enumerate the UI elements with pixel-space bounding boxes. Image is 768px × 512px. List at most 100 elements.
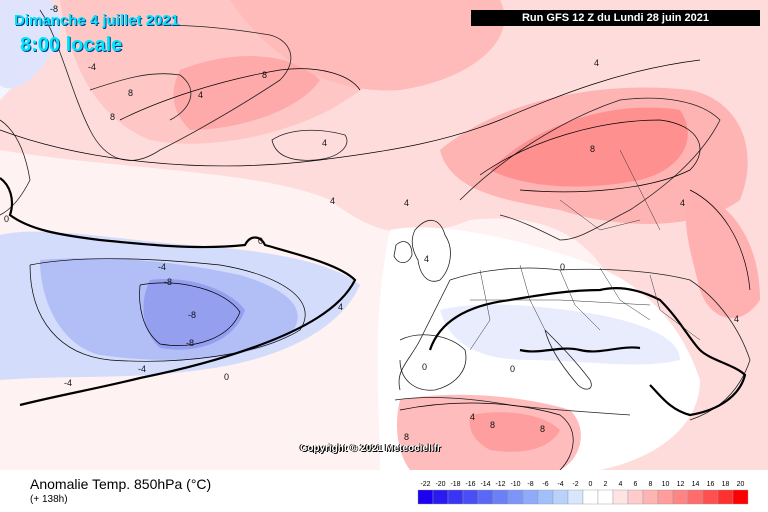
legend-swatch [477,489,494,505]
contour-label: -8 [188,310,196,320]
contour-label: 8 [404,432,409,442]
legend-tick-label: 8 [649,481,653,488]
border-4 [599,267,651,321]
isoline-plus4-north [0,59,701,167]
legend-tick-label: -8 [527,481,533,488]
legend-swatch [582,489,599,505]
legend-ticks: -22 -20 -18 -16 -14 -12 -10 -8 -6 -4 -2 0 2 4 6 8 10 12 14… [420,481,744,488]
legend-swatch [687,489,704,505]
greenland-coast [39,9,292,161]
contour-label: -8 [50,4,58,14]
contour-label: 4 [680,198,685,208]
contour-label: 0 [224,372,229,382]
contour-label: 0 [422,362,427,372]
color-legend: -22 -20 -18 -16 -14 -12 -10 -8 -6 -4 -2 0 2 4 6 8 10 12 14… [417,481,749,505]
legend-tick-label: -16 [465,481,475,488]
alps-zero-contour [519,346,641,353]
legend-swatch [717,489,734,505]
legend-swatch [492,489,509,505]
forecast-time: 8:00 locale [20,34,123,56]
legend-swatch [657,489,674,505]
model-run-label: Run GFS 12 Z du Lundi 28 juin 2021 [471,10,760,26]
contour-label: 4 [594,58,599,68]
iceland-coast [271,129,348,161]
legend-tick-label: -10 [510,481,520,488]
border-3 [559,269,601,331]
contour-label-layer: -8 -4 8 4 4 8 8 -8 -8 -8 -4 -4 -4 0 0 0 … [4,4,739,442]
iberia-coast [399,334,467,391]
isoline-plus4-africa [399,402,574,470]
anomaly-map: -8 -4 8 4 4 8 8 -8 -8 -8 -4 -4 -4 0 0 0 … [0,0,768,470]
copyright-text: Copyright © 2021 Meteociel.fr [300,443,441,454]
legend-tick-label: 2 [604,481,608,488]
isoline-plus8-greenland [119,68,361,121]
legend-swatch [567,489,584,505]
legend-tick-label: 18 [722,481,730,488]
legend-swatch [627,489,644,505]
legend-swatch [597,489,614,505]
legend-swatch [732,489,749,505]
warm-core-scandinavia [490,107,688,187]
cool-zone-arctic [0,0,61,89]
legend-tick-label: 4 [619,481,623,488]
legend-swatch [417,489,434,505]
border-1 [469,269,491,351]
isoline-minus8-atlantic [139,282,241,346]
warm-zone-north-atlantic [230,0,505,91]
contour-label: -4 [64,378,72,388]
cold-core-atlantic [143,279,245,350]
legend-swatch [612,489,629,505]
contour-label: 0 [258,236,263,246]
contour-label: 4 [322,138,327,148]
legend-tick-label: -18 [450,481,460,488]
ireland-coast [393,241,413,264]
border-5 [649,274,701,341]
contour-label: -4 [158,262,166,272]
contour-label: -8 [164,277,172,287]
warm-zone-russia [685,190,760,319]
borders [469,149,701,351]
contour-label: -8 [186,338,194,348]
isoline-minus4-atlantic [29,258,306,362]
legend-swatch [702,489,719,505]
contour-label: 4 [404,198,409,208]
british-isles-coast [411,220,451,282]
legend-tick-label: -14 [480,481,490,488]
legend-tick-label: -12 [495,481,505,488]
contour-label: -4 [88,62,96,72]
contour-label: 4 [734,314,739,324]
contour-label: 4 [470,412,475,422]
legend-tick-label: -4 [557,481,563,488]
contour-label: 8 [490,420,495,430]
legend-tick-label: -22 [420,481,430,488]
warm-core-africa [469,412,560,452]
contour-label: -4 [138,364,146,374]
legend-swatch [552,489,569,505]
variable-title: Anomalie Temp. 850hPa (°C) [30,476,212,492]
contour-label: 8 [128,88,133,98]
labrador-coast [0,119,31,216]
contour-label: 8 [540,424,545,434]
contour-label: 0 [4,214,9,224]
lead-time: (+ 138h) [30,494,68,505]
contour-label: 8 [590,144,595,154]
contour-label: 4 [198,90,203,100]
border-7 [559,199,641,231]
legend-tick-label: 10 [662,481,670,488]
legend-swatch [462,489,479,505]
legend-tick-label: -2 [572,481,578,488]
legend-swatch [432,489,449,505]
legend-tick-label: 20 [737,481,745,488]
legend-swatches [417,489,749,505]
greenland-inland [89,73,192,121]
coastlines [0,9,751,421]
legend-tick-label: 16 [707,481,715,488]
isoline-plus8-scandinavia [479,119,701,193]
legend-swatch [642,489,659,505]
legend-tick-label: 12 [677,481,685,488]
europe-mainland-coast [398,267,751,421]
legend-tick-label: 14 [692,481,700,488]
contour-label: 8 [110,112,115,122]
legend-tick-label: -20 [435,481,445,488]
atlantic-zero-contour [0,177,357,407]
